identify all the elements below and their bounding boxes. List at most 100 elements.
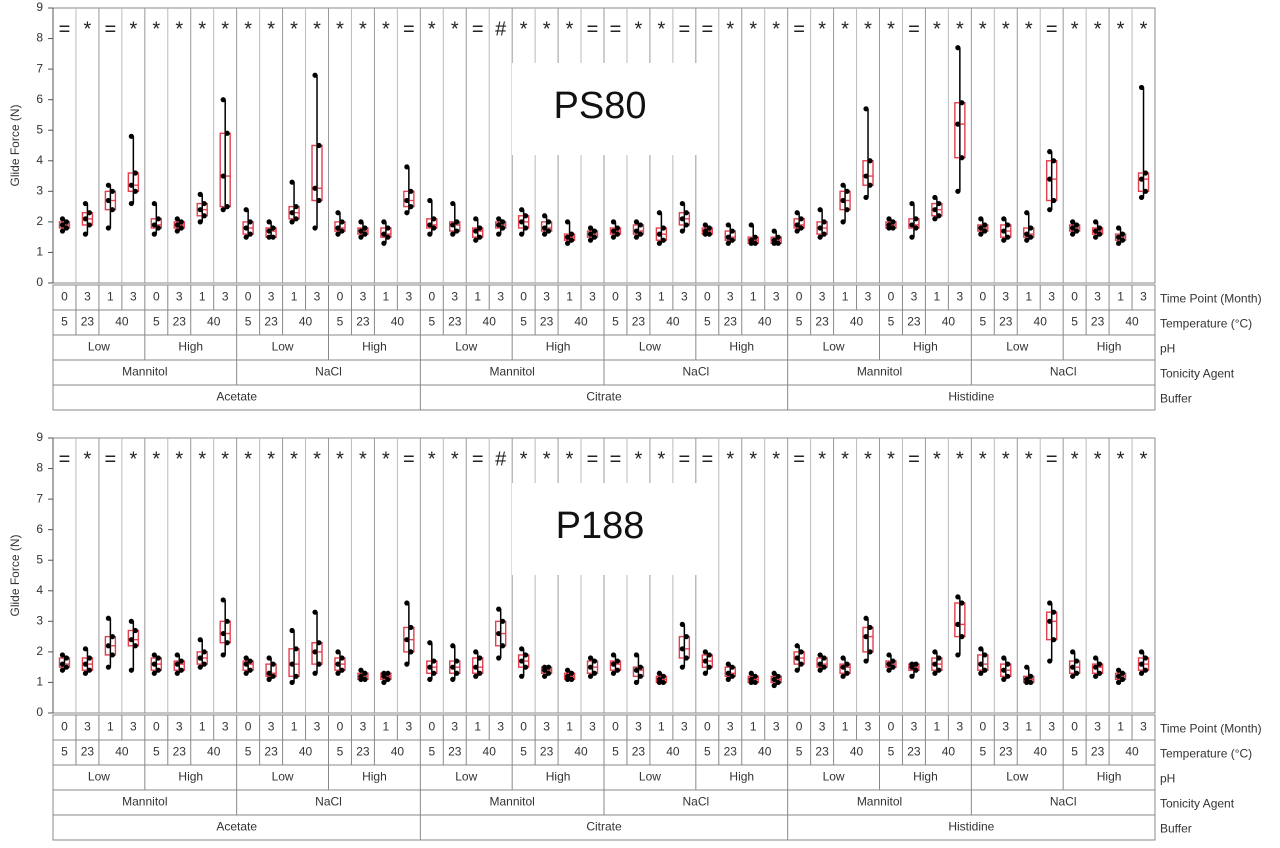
temperature-label: 23 — [724, 745, 738, 759]
data-point — [794, 643, 800, 649]
data-point — [1142, 188, 1149, 194]
data-point — [339, 228, 345, 234]
data-point — [427, 640, 433, 646]
data-point — [454, 228, 460, 234]
temperature-label: 5 — [428, 745, 435, 759]
data-point — [312, 225, 318, 231]
data-point — [500, 219, 506, 225]
data-point — [633, 219, 640, 225]
temperature-label: 23 — [540, 315, 554, 329]
data-point — [63, 219, 70, 225]
data-point — [794, 655, 800, 661]
temperature-label: 23 — [448, 745, 462, 759]
data-point — [197, 191, 203, 197]
data-point — [224, 618, 230, 624]
data-point — [840, 182, 846, 188]
data-point — [886, 652, 892, 658]
time-point-label: 1 — [658, 290, 665, 304]
ph-label: Low — [272, 770, 294, 784]
data-point — [1001, 676, 1007, 682]
time-point-label: 3 — [819, 720, 826, 734]
box-31 — [747, 222, 759, 246]
time-point-label: 3 — [681, 720, 688, 734]
data-point — [381, 231, 387, 237]
ph-label: Low — [1006, 340, 1028, 354]
data-point — [243, 661, 249, 667]
data-point — [174, 228, 180, 234]
temperature-label: 5 — [520, 745, 527, 759]
significance-marker: * — [221, 448, 229, 470]
data-point — [151, 670, 157, 676]
data-point — [1093, 664, 1099, 670]
data-point — [1047, 149, 1053, 155]
data-point — [151, 200, 157, 207]
data-point — [201, 661, 207, 667]
data-point — [1047, 176, 1053, 182]
data-point — [339, 219, 345, 225]
data-point — [844, 670, 850, 676]
y-tick-label: 5 — [36, 552, 43, 566]
data-point — [564, 673, 571, 679]
data-point — [1070, 231, 1076, 237]
data-point — [821, 664, 827, 670]
data-point — [312, 670, 318, 676]
category-row-frame — [52, 814, 1156, 841]
data-point — [587, 655, 594, 661]
temperature-label: 5 — [153, 745, 160, 759]
data-point — [201, 200, 207, 207]
temperature-label: 40 — [115, 315, 129, 329]
data-point — [427, 197, 433, 204]
data-point — [1115, 667, 1122, 673]
data-point — [798, 649, 804, 655]
data-point — [59, 222, 66, 228]
data-point — [568, 670, 575, 676]
temperature-label: 40 — [391, 315, 405, 329]
temperature-label: 5 — [979, 745, 986, 759]
time-point-label: 0 — [61, 720, 68, 734]
time-point-label: 0 — [520, 290, 527, 304]
data-point — [794, 210, 800, 216]
data-point — [63, 655, 70, 661]
data-point — [519, 646, 525, 652]
data-point — [890, 225, 896, 231]
data-point — [706, 225, 712, 231]
temperature-label: 5 — [428, 315, 435, 329]
box-25 — [609, 652, 622, 676]
data-point — [151, 231, 157, 237]
y-tick-label: 2 — [36, 644, 43, 658]
box-28 — [678, 621, 691, 670]
box-21 — [517, 207, 530, 237]
data-point — [450, 643, 456, 649]
temperature-label: 23 — [1091, 315, 1105, 329]
data-point — [1093, 655, 1099, 661]
tonicity-agent-label: Mannitol — [489, 795, 534, 809]
box-47 — [1114, 667, 1127, 686]
data-point — [725, 661, 731, 667]
box-48 — [1137, 84, 1150, 201]
temperature-label: 5 — [337, 315, 344, 329]
y-axis-label: Glide Force (N) — [8, 104, 22, 186]
data-point — [1074, 658, 1080, 664]
data-point — [293, 204, 299, 210]
y-tick-label: 1 — [36, 675, 43, 689]
significance-marker: * — [1071, 448, 1079, 470]
data-point — [679, 216, 685, 222]
time-point-label: 3 — [1140, 290, 1147, 304]
temperature-label: 23 — [264, 315, 278, 329]
buffer-label: Histidine — [948, 390, 994, 404]
significance-marker: * — [887, 18, 895, 40]
time-point-label: 3 — [222, 720, 229, 734]
temperature-label: 40 — [574, 315, 588, 329]
time-point-label: 0 — [1071, 290, 1078, 304]
data-point — [729, 228, 735, 234]
significance-marker: * — [543, 448, 551, 470]
time-point-label: 3 — [176, 290, 183, 304]
box-17 — [426, 197, 438, 237]
time-point-label: 0 — [888, 720, 895, 734]
significance-marker: = — [1046, 18, 1058, 40]
data-point — [1005, 661, 1011, 667]
data-point — [1001, 237, 1007, 243]
data-point — [748, 676, 754, 682]
data-point — [633, 679, 640, 686]
box-10 — [265, 219, 277, 240]
